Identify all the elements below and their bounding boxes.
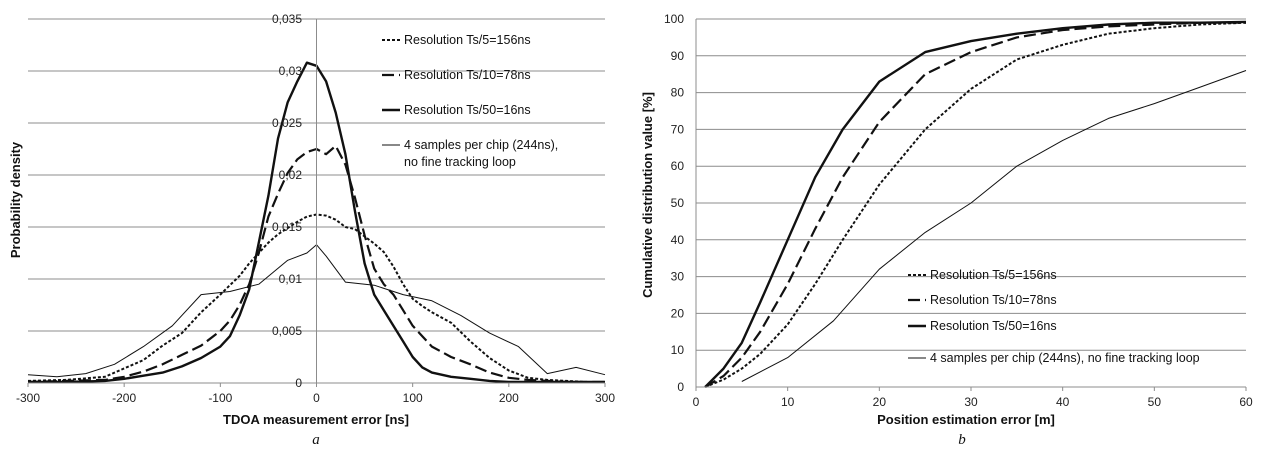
b-xtick-label: 30 xyxy=(964,395,978,409)
b-ytick-label: 80 xyxy=(671,86,685,100)
b-ytick-label: 10 xyxy=(671,343,685,357)
a-legend-label-ts50: Resolution Ts/50=16ns xyxy=(404,103,531,117)
b-xtick-label: 0 xyxy=(693,395,700,409)
b-legend-label-ts50: Resolution Ts/50=16ns xyxy=(930,319,1057,333)
b-ytick-label: 0 xyxy=(677,380,684,394)
a-ytick-label: 0,03 xyxy=(279,64,303,78)
b-series-four-samples xyxy=(741,70,1247,382)
panel-b-series xyxy=(704,20,1247,388)
b-legend-label-ts10: Resolution Ts/10=78ns xyxy=(930,293,1057,307)
panel-b-legend: Resolution Ts/5=156ns Resolution Ts/10=78… xyxy=(908,268,1200,365)
a-xtick-label: 300 xyxy=(595,391,615,405)
b-ytick-label: 100 xyxy=(664,12,684,26)
a-xtick-label: 0 xyxy=(313,391,320,405)
panel-a-tick-labels: 0 0,005 0,01 0,015 0,02 0,025 0,03 0,035 -300 -20… xyxy=(16,12,615,405)
b-ytick-label: 40 xyxy=(671,233,685,247)
b-ytick-label: 60 xyxy=(671,159,685,173)
b-xtick-label: 50 xyxy=(1148,395,1162,409)
panel-b-caption: b xyxy=(958,432,966,448)
panel-a-xlabel: TDOA measurement error [ns] xyxy=(223,412,409,427)
a-series-ts5 xyxy=(27,213,605,383)
a-ytick-label: 0,01 xyxy=(279,272,303,286)
a-ytick-label: 0 xyxy=(295,376,302,390)
panel-a-chart: 0 0,005 0,01 0,015 0,02 0,025 0,03 0,035 -300 -20… xyxy=(8,12,615,448)
panel-b-tick-labels: 0 10 20 30 40 50 60 70 80 90 100 0 10 20 30 40 50 60 xyxy=(664,12,1253,409)
a-ytick-label: 0,025 xyxy=(272,116,302,130)
panel-a-caption: a xyxy=(312,432,320,448)
b-xtick-label: 40 xyxy=(1056,395,1070,409)
a-ytick-label: 0,005 xyxy=(272,324,302,338)
a-xtick-label: 200 xyxy=(499,391,519,405)
a-ytick-label: 0,035 xyxy=(272,12,302,26)
b-ytick-label: 50 xyxy=(671,196,685,210)
a-series-ts10 xyxy=(27,144,605,384)
b-xtick-label: 20 xyxy=(873,395,887,409)
panel-b-axes xyxy=(695,19,1247,391)
b-series-ts50 xyxy=(704,20,1247,388)
a-xtick-label: -200 xyxy=(112,391,136,405)
a-legend-label-ts5: Resolution Ts/5=156ns xyxy=(404,33,531,47)
panel-b-gridlines xyxy=(696,18,1246,351)
panel-a-ylabel: Probability density xyxy=(8,141,23,258)
a-xtick-label: -100 xyxy=(208,391,232,405)
b-ytick-label: 30 xyxy=(671,270,685,284)
b-ytick-label: 20 xyxy=(671,306,685,320)
b-xtick-label: 10 xyxy=(781,395,795,409)
panel-b-xlabel: Position estimation error [m] xyxy=(877,412,1055,427)
a-series-ts50 xyxy=(28,61,605,384)
b-ytick-label: 90 xyxy=(671,49,685,63)
b-ytick-label: 70 xyxy=(671,122,685,136)
panel-b-ylabel: Cumulative distribution value [%] xyxy=(640,92,655,298)
a-xtick-label: 100 xyxy=(403,391,423,405)
a-ytick-label: 0,02 xyxy=(279,168,303,182)
panel-a-legend: Resolution Ts/5=156ns Resolution Ts/10=78… xyxy=(382,33,558,169)
a-ytick-label: 0,015 xyxy=(272,220,302,234)
panel-a-axes xyxy=(27,19,606,387)
b-xtick-label: 60 xyxy=(1239,395,1253,409)
a-legend-label-four-samples: 4 samples per chip (244ns), no fine track… xyxy=(404,138,558,169)
panel-b-chart: 0 10 20 30 40 50 60 70 80 90 100 0 10 20 30 40 50 60 Posi… xyxy=(640,12,1253,448)
b-series-ts10 xyxy=(704,21,1246,388)
b-series-ts5 xyxy=(704,21,1247,388)
b-legend-label-four-samples: 4 samples per chip (244ns), no fine trac… xyxy=(930,351,1200,365)
a-xtick-label: -300 xyxy=(16,391,40,405)
a-legend-label-ts10: Resolution Ts/10=78ns xyxy=(404,68,531,82)
b-legend-label-ts5: Resolution Ts/5=156ns xyxy=(930,268,1057,282)
